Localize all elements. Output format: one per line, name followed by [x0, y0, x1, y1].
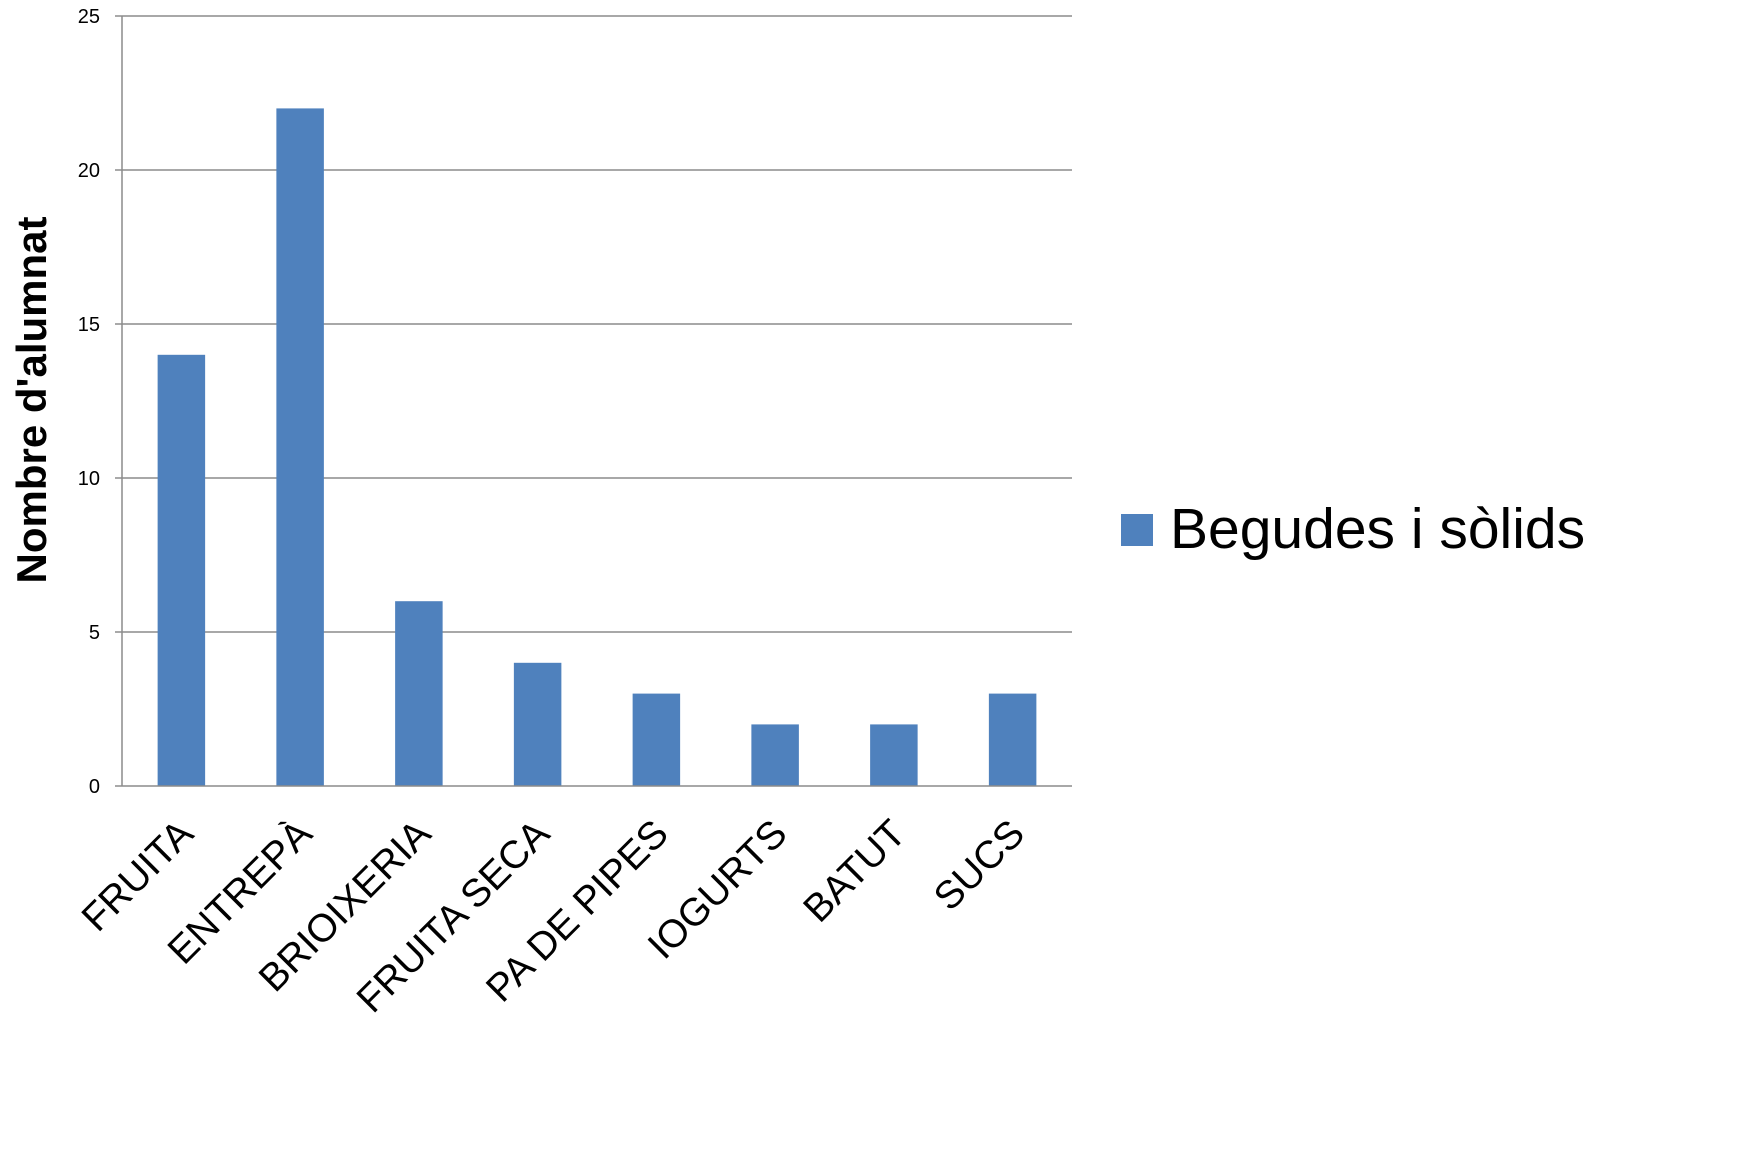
legend-label: Begudes i sòlids [1170, 497, 1585, 561]
axes [115, 15, 1072, 787]
legend: Begudes i sòlids [1121, 497, 1585, 561]
y-tick-label: 5 [89, 622, 100, 644]
bar-fruita [157, 354, 206, 786]
y-tick-label: 0 [89, 776, 100, 798]
y-tick-label: 25 [78, 6, 100, 28]
y-tick-label: 20 [78, 160, 100, 182]
y-axis-title: Nombre d'alumnat [8, 216, 55, 583]
y-tick-label: 10 [78, 468, 100, 490]
bar-batut [870, 724, 918, 786]
gridlines [122, 15, 1072, 633]
legend-swatch [1121, 514, 1153, 546]
bar-fruita-seca [513, 662, 562, 786]
x-category-label: SUCS [926, 812, 1033, 919]
bar-pa-de-pipes [632, 693, 681, 786]
y-tick-label: 15 [78, 314, 100, 336]
y-tick-labels: 0 5 10 15 20 25 [78, 6, 100, 798]
bar-entrep- [276, 108, 324, 786]
bar-brioixeria [395, 601, 443, 786]
bar-iogurts [751, 724, 799, 786]
bars [157, 108, 1037, 786]
bar-sucs [988, 693, 1037, 786]
x-category-label: BATUT [795, 812, 914, 931]
